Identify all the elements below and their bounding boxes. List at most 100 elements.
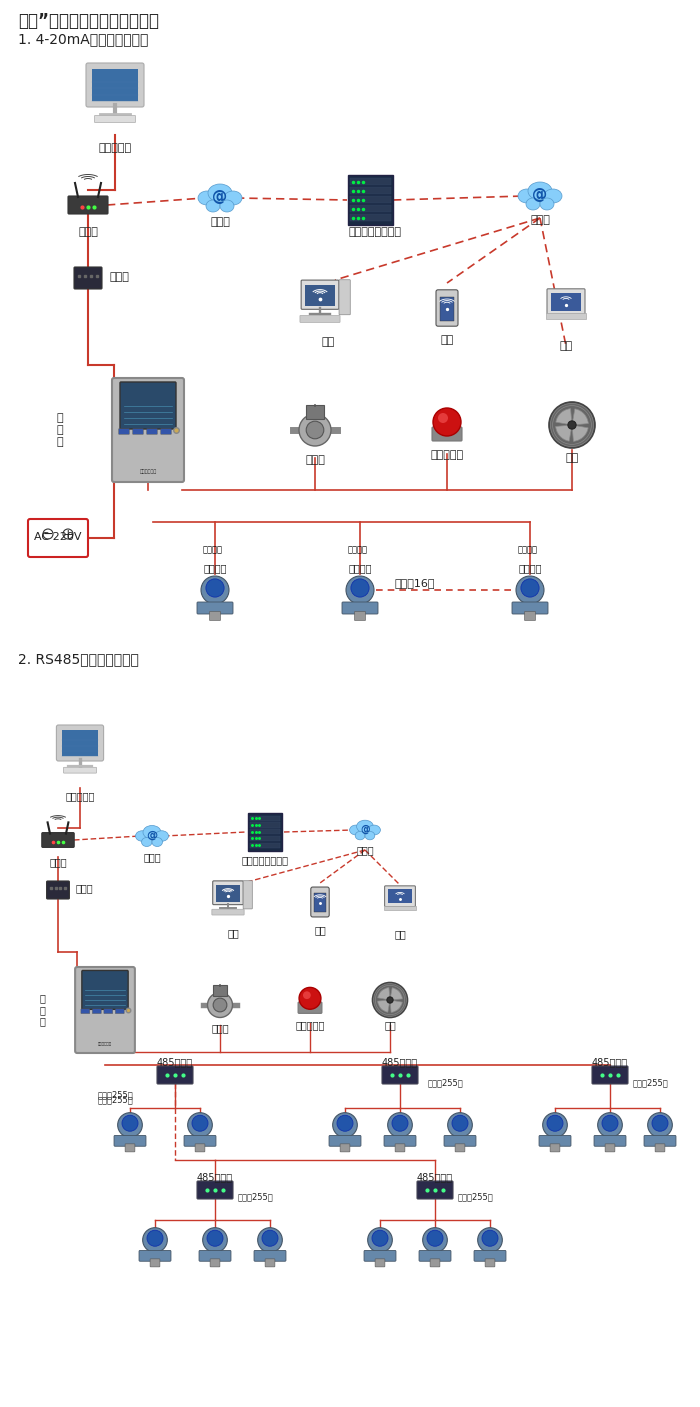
- Circle shape: [346, 575, 374, 604]
- FancyBboxPatch shape: [349, 196, 391, 203]
- FancyBboxPatch shape: [388, 889, 412, 903]
- Text: 可连接255台: 可连接255台: [457, 1193, 493, 1202]
- Text: 通
讯
线: 通 讯 线: [57, 414, 63, 446]
- FancyBboxPatch shape: [382, 1067, 418, 1083]
- Text: 手机: 手机: [440, 335, 454, 345]
- Circle shape: [372, 982, 407, 1017]
- FancyBboxPatch shape: [547, 288, 585, 314]
- Circle shape: [299, 988, 321, 1009]
- FancyBboxPatch shape: [432, 426, 462, 440]
- FancyBboxPatch shape: [28, 519, 88, 557]
- FancyBboxPatch shape: [86, 63, 144, 107]
- Circle shape: [387, 998, 393, 1003]
- FancyBboxPatch shape: [644, 1135, 676, 1147]
- FancyBboxPatch shape: [92, 1009, 102, 1013]
- FancyBboxPatch shape: [104, 1009, 113, 1013]
- FancyBboxPatch shape: [551, 293, 581, 311]
- Circle shape: [433, 408, 461, 436]
- Text: −: −: [43, 528, 53, 540]
- Text: 电磁阀: 电磁阀: [305, 454, 325, 464]
- FancyBboxPatch shape: [82, 971, 128, 1009]
- FancyBboxPatch shape: [112, 378, 184, 483]
- Text: 路由器: 路由器: [49, 857, 66, 867]
- FancyBboxPatch shape: [354, 612, 365, 620]
- FancyBboxPatch shape: [250, 836, 281, 841]
- Text: 互联网: 互联网: [210, 217, 230, 227]
- FancyBboxPatch shape: [300, 315, 340, 322]
- Ellipse shape: [208, 184, 232, 203]
- Circle shape: [482, 1230, 498, 1247]
- FancyBboxPatch shape: [42, 833, 74, 847]
- FancyBboxPatch shape: [440, 297, 454, 321]
- Text: 信号输出: 信号输出: [349, 563, 372, 573]
- Text: @: @: [533, 187, 547, 201]
- FancyBboxPatch shape: [524, 612, 536, 620]
- FancyBboxPatch shape: [304, 284, 335, 305]
- FancyBboxPatch shape: [592, 1067, 628, 1083]
- FancyBboxPatch shape: [250, 816, 281, 820]
- Circle shape: [213, 998, 227, 1012]
- FancyBboxPatch shape: [74, 267, 102, 288]
- FancyBboxPatch shape: [340, 1144, 350, 1152]
- FancyBboxPatch shape: [594, 1135, 626, 1147]
- Text: 声光报警器: 声光报警器: [430, 450, 463, 460]
- FancyBboxPatch shape: [209, 612, 220, 620]
- Circle shape: [368, 1228, 392, 1252]
- Ellipse shape: [540, 198, 554, 210]
- Circle shape: [388, 1113, 412, 1137]
- Ellipse shape: [528, 182, 552, 200]
- FancyBboxPatch shape: [265, 1259, 275, 1266]
- Text: 485中继器: 485中继器: [382, 1057, 418, 1067]
- Ellipse shape: [355, 832, 365, 840]
- Text: +: +: [63, 528, 74, 540]
- FancyBboxPatch shape: [250, 843, 281, 848]
- FancyBboxPatch shape: [248, 813, 282, 851]
- Text: 485中继器: 485中继器: [157, 1057, 193, 1067]
- Text: 安帕尔网络服务器: 安帕尔网络服务器: [349, 227, 402, 236]
- Circle shape: [392, 1116, 408, 1131]
- Wedge shape: [377, 1000, 390, 1012]
- Circle shape: [652, 1116, 668, 1131]
- Ellipse shape: [368, 825, 380, 834]
- Text: @: @: [146, 830, 158, 840]
- Circle shape: [258, 1228, 282, 1252]
- Text: 转换器: 转换器: [76, 884, 94, 893]
- FancyBboxPatch shape: [605, 1144, 615, 1152]
- FancyBboxPatch shape: [119, 429, 130, 435]
- Text: 互联网: 互联网: [144, 853, 161, 862]
- FancyBboxPatch shape: [512, 602, 548, 613]
- FancyBboxPatch shape: [150, 1259, 160, 1266]
- Circle shape: [648, 1113, 672, 1137]
- FancyBboxPatch shape: [157, 1067, 193, 1083]
- Text: 互联网: 互联网: [530, 215, 550, 225]
- Text: 信号输出: 信号输出: [518, 545, 538, 554]
- Circle shape: [542, 1113, 567, 1137]
- Text: 可连接16个: 可连接16个: [395, 578, 435, 588]
- FancyBboxPatch shape: [116, 1009, 124, 1013]
- FancyBboxPatch shape: [395, 1144, 405, 1152]
- FancyBboxPatch shape: [161, 429, 172, 435]
- FancyBboxPatch shape: [212, 909, 244, 915]
- FancyBboxPatch shape: [250, 829, 281, 834]
- Text: 可连接255台: 可连接255台: [97, 1090, 133, 1099]
- Text: 485中继器: 485中继器: [592, 1057, 628, 1067]
- FancyBboxPatch shape: [125, 1144, 135, 1152]
- FancyBboxPatch shape: [250, 822, 281, 827]
- Text: 风机: 风机: [384, 1020, 396, 1030]
- Circle shape: [516, 575, 544, 604]
- FancyBboxPatch shape: [349, 179, 391, 184]
- FancyBboxPatch shape: [384, 886, 415, 906]
- Text: 风机: 风机: [566, 453, 579, 463]
- FancyBboxPatch shape: [349, 214, 391, 221]
- Wedge shape: [572, 409, 589, 425]
- Circle shape: [372, 1230, 388, 1247]
- Circle shape: [423, 1228, 447, 1252]
- Text: 可连接255台: 可连接255台: [632, 1079, 668, 1088]
- FancyBboxPatch shape: [195, 1144, 205, 1152]
- FancyBboxPatch shape: [444, 1135, 476, 1147]
- Circle shape: [568, 421, 576, 429]
- Text: 单机版电脑: 单机版电脑: [99, 144, 132, 153]
- Circle shape: [337, 1116, 353, 1131]
- Text: 1. 4-20mA信号连接系统图: 1. 4-20mA信号连接系统图: [18, 32, 148, 46]
- FancyBboxPatch shape: [455, 1144, 465, 1152]
